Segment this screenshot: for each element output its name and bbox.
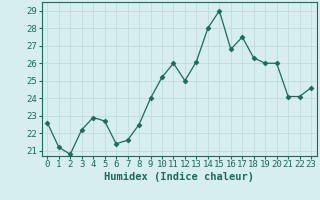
X-axis label: Humidex (Indice chaleur): Humidex (Indice chaleur): [104, 172, 254, 182]
